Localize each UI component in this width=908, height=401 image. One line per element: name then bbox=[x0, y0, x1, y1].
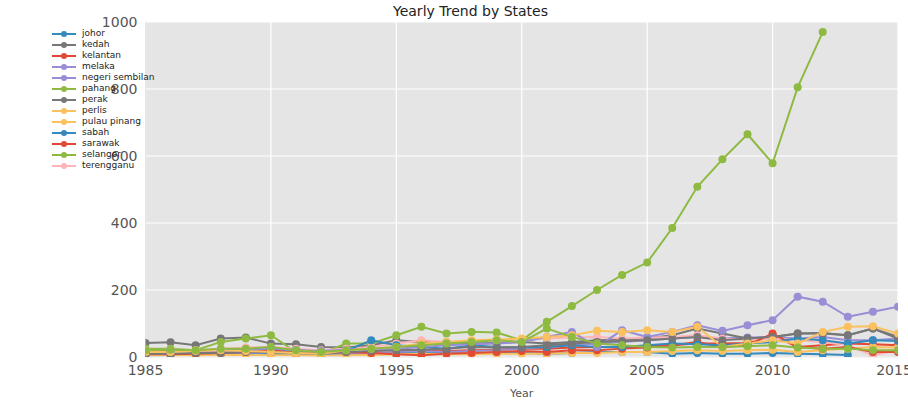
svg-text:600: 600 bbox=[111, 148, 138, 164]
html-text:pahang: pahang bbox=[82, 83, 116, 93]
html-text:Yearly Trend by States: Yearly Trend by States bbox=[393, 3, 548, 19]
html-text:kedah: kedah bbox=[82, 39, 110, 49]
html-text:johor: johor bbox=[82, 28, 105, 38]
svg-text:Year: Year bbox=[509, 387, 534, 400]
svg-text:2000: 2000 bbox=[504, 362, 540, 378]
svg-text:2015: 2015 bbox=[876, 362, 900, 378]
html-text:kelantan: kelantan bbox=[82, 50, 121, 60]
html-text:negeri sembilan: negeri sembilan bbox=[82, 72, 155, 82]
html-text:melaka: melaka bbox=[82, 61, 115, 71]
svg-text:2010: 2010 bbox=[755, 362, 791, 378]
svg-text:1990: 1990 bbox=[253, 362, 289, 378]
html-text:perlis: perlis bbox=[82, 105, 107, 115]
html-text:terengganu: terengganu bbox=[82, 160, 135, 170]
svg-text:400: 400 bbox=[111, 215, 138, 231]
svg-text:1000: 1000 bbox=[102, 14, 138, 30]
html-text:pulau pinang: pulau pinang bbox=[82, 116, 141, 126]
svg-text:800: 800 bbox=[111, 81, 138, 97]
svg-text:1995: 1995 bbox=[379, 362, 415, 378]
html-text:sabah: sabah bbox=[82, 127, 110, 137]
html-text:sarawak: sarawak bbox=[82, 138, 120, 148]
svg-text:0: 0 bbox=[129, 349, 138, 365]
svg-text:200: 200 bbox=[111, 282, 138, 298]
svg-text:1985: 1985 bbox=[127, 361, 164, 378]
html-text:selangor: selangor bbox=[82, 149, 121, 159]
svg-text:2005: 2005 bbox=[629, 362, 665, 378]
html-text:perak: perak bbox=[82, 94, 108, 104]
